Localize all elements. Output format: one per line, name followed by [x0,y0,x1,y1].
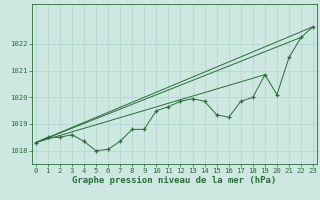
X-axis label: Graphe pression niveau de la mer (hPa): Graphe pression niveau de la mer (hPa) [72,176,276,185]
